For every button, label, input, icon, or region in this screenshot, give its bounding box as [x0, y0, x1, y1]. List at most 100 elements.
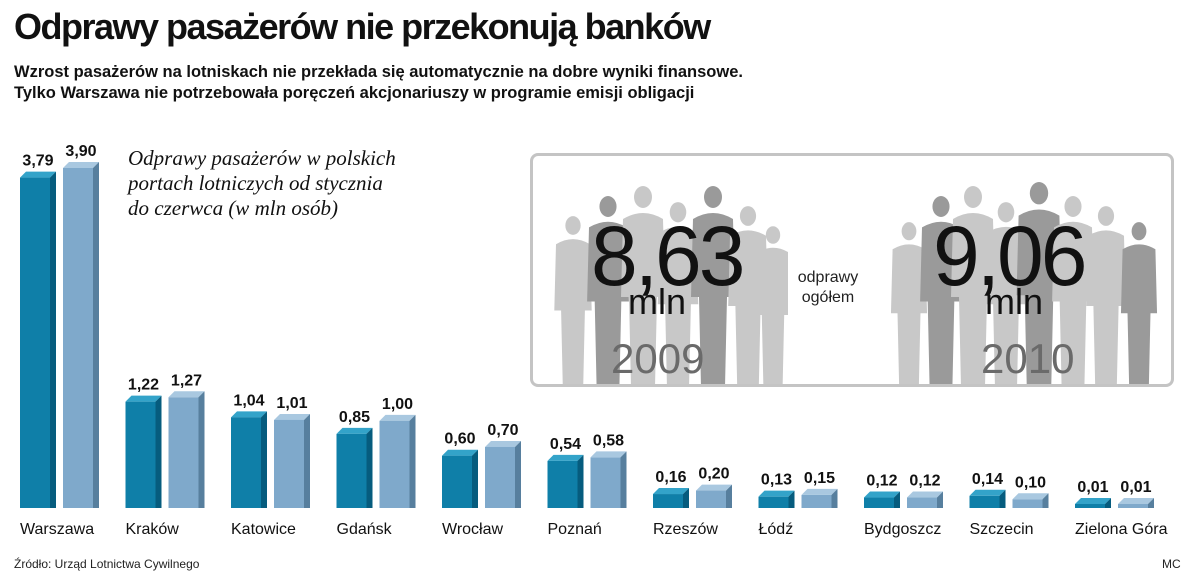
subtitle: Wzrost pasażerów na lotniskach nie przek… — [14, 62, 743, 104]
bar-2010-1-side — [198, 391, 205, 508]
value-label-2009-5: 0,54 — [550, 436, 581, 453]
value-label-2009-10: 0,01 — [1077, 479, 1108, 496]
bar-2009-8 — [864, 497, 894, 508]
person-icon — [657, 202, 699, 384]
bar-2010-6-top — [696, 484, 732, 491]
value-label-2009-7: 0,13 — [761, 472, 792, 489]
bar-2009-10-side — [1105, 498, 1111, 508]
bar-2010-2-side — [304, 413, 310, 508]
total-2010-unit: mln — [985, 281, 1044, 322]
category-label: Kraków — [126, 521, 180, 538]
bar-2009-4-top — [442, 449, 478, 456]
value-label-2010-1: 1,27 — [171, 372, 202, 389]
bar-2009-5 — [547, 460, 578, 508]
bar-2009-4 — [442, 455, 472, 508]
bar-2009-2 — [231, 417, 261, 508]
value-label-2010-8: 0,12 — [909, 473, 940, 490]
bar-2009-10-top — [1075, 498, 1111, 504]
bar-2010-3-side — [409, 414, 416, 508]
value-label-2010-4: 0,70 — [487, 422, 518, 439]
bar-2009-2-side — [261, 411, 267, 508]
chart-note: Odprawy pasażerów w polskich portach lot… — [128, 146, 396, 220]
bar-2010-8-side — [937, 491, 943, 508]
value-label-2010-2: 1,01 — [276, 395, 307, 412]
person-icon — [1086, 206, 1126, 384]
bar-2009-7-top — [758, 490, 795, 497]
bar-2009-0 — [20, 177, 50, 509]
bar-2009-10 — [1075, 504, 1105, 508]
bar-2009-1-side — [155, 395, 162, 508]
bar-2010-4-side — [515, 440, 521, 508]
category-label: Szczecin — [970, 521, 1034, 538]
person-icon — [920, 196, 962, 384]
person-icon — [554, 216, 592, 384]
person-icon — [621, 186, 665, 384]
bar-2009-0-top — [20, 171, 56, 178]
category-label: Wrocław — [442, 521, 503, 538]
value-label-2009-6: 0,16 — [655, 469, 686, 486]
person-icon — [1052, 196, 1094, 384]
total-2009-unit: mln — [628, 281, 687, 322]
value-label-2010-10: 0,01 — [1120, 479, 1151, 496]
bar-2009-5-top — [547, 454, 584, 461]
bar-2010-5 — [590, 457, 621, 508]
summary-panel: 8,63 mln 2009 odprawy ogółem 9,06 mln 20… — [530, 153, 1174, 387]
bar-2009-9 — [969, 495, 1000, 508]
person-icon — [1120, 222, 1158, 384]
bar-2010-0-side — [93, 162, 99, 508]
bar-2010-0 — [63, 168, 93, 508]
bar-2009-3-top — [336, 427, 373, 434]
bar-2010-1 — [168, 397, 199, 508]
bar-2009-8-side — [894, 491, 900, 508]
subtitle-line-1: Wzrost pasażerów na lotniskach nie przek… — [14, 63, 743, 81]
total-2010-value: 9,06 — [933, 209, 1087, 303]
person-icon — [691, 186, 735, 384]
bar-2010-7-side — [831, 488, 838, 508]
bar-2010-8 — [907, 497, 937, 508]
page-title: Odprawy pasażerów nie przekonują banków — [14, 6, 711, 47]
value-label-2010-7: 0,15 — [804, 470, 835, 487]
bar-2010-9-side — [1042, 493, 1049, 508]
bar-2009-6-top — [653, 488, 689, 495]
value-label-2010-5: 0,58 — [593, 432, 624, 449]
person-icon — [891, 222, 928, 384]
year-2009-label: 2009 — [611, 335, 705, 382]
bar-2010-4-top — [485, 440, 521, 447]
value-label-2010-6: 0,20 — [698, 466, 729, 483]
bar-2010-7 — [801, 494, 832, 508]
value-label-2009-8: 0,12 — [866, 473, 897, 490]
source-note: Źródło: Urząd Lotnictwa Cywilnego — [14, 557, 200, 571]
bar-2009-3 — [336, 433, 367, 508]
bar-2010-0-top — [63, 162, 99, 168]
category-label: Zielona Góra — [1075, 521, 1168, 538]
bar-2010-10-side — [1148, 498, 1154, 508]
bar-2009-8-top — [864, 491, 900, 498]
category-label: Łódź — [759, 521, 794, 538]
value-label-2009-3: 0,85 — [339, 409, 370, 426]
bar-2010-7-top — [801, 488, 838, 495]
bar-2010-10 — [1118, 504, 1148, 508]
value-label-2010-3: 1,00 — [382, 396, 413, 413]
value-label-2009-9: 0,14 — [972, 471, 1003, 488]
category-label: Poznań — [548, 521, 602, 538]
bar-2009-9-side — [999, 489, 1006, 508]
category-label: Rzeszów — [653, 521, 718, 538]
bar-2010-10-top — [1118, 498, 1154, 504]
category-label: Bydgoszcz — [864, 521, 941, 538]
bar-2009-3-side — [366, 427, 373, 508]
value-label-2010-0: 3,90 — [65, 143, 96, 160]
bar-2010-6 — [696, 490, 726, 508]
bar-2010-3 — [379, 420, 410, 508]
bar-2010-9 — [1012, 499, 1043, 508]
person-icon — [985, 202, 1027, 384]
person-icon — [951, 186, 995, 384]
total-caption: odprawy ogółem — [797, 269, 859, 306]
bar-2009-2-top — [231, 411, 267, 418]
bar-2009-6-side — [683, 488, 689, 508]
person-icon — [1016, 181, 1062, 384]
author-credit: MC — [1162, 557, 1181, 571]
bar-2010-5-top — [590, 451, 627, 458]
value-label-2009-0: 3,79 — [22, 153, 53, 170]
bar-2009-4-side — [472, 449, 478, 508]
bar-2010-5-side — [620, 451, 627, 508]
